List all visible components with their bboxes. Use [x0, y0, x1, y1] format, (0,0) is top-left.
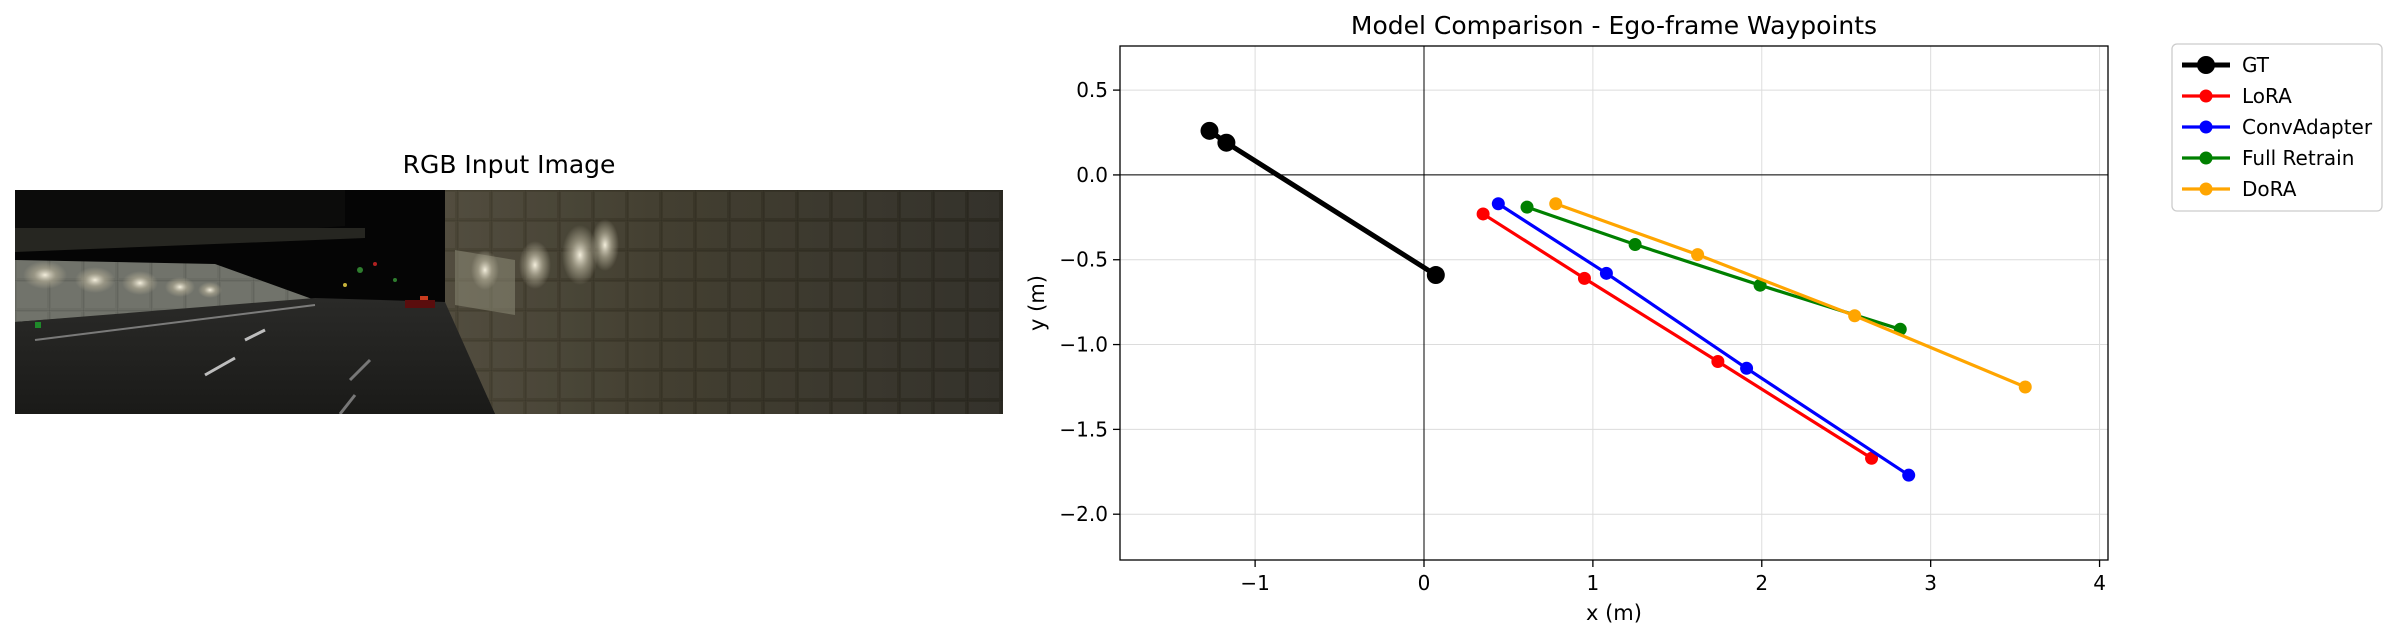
y-tick-label: −0.5 — [1059, 248, 1108, 272]
chart-title: Model Comparison - Ego-frame Waypoints — [1351, 11, 1877, 40]
legend-swatch-marker — [2199, 182, 2213, 196]
road-scene-picture — [15, 190, 1003, 414]
reference-lines — [1120, 46, 2108, 560]
x-tick-label: 1 — [1587, 571, 1600, 595]
data-point-dora — [1549, 197, 1563, 211]
legend-box — [2171, 43, 2383, 212]
data-point-full-retrain — [1753, 278, 1767, 292]
x-tick-label: 3 — [1924, 571, 1937, 595]
legend-label: DoRA — [2242, 177, 2297, 201]
image-title: RGB Input Image — [402, 150, 616, 179]
y-tick-label: 0.0 — [1076, 163, 1108, 187]
data-point-gt — [1426, 266, 1445, 285]
x-tick-label: 2 — [1755, 571, 1768, 595]
grid-lines — [1120, 46, 2108, 560]
legend-item-convadapter: ConvAdapter — [2182, 115, 2373, 139]
data-point-gt — [1217, 133, 1236, 152]
data-point-lora — [1577, 271, 1591, 285]
legend-item-lora: LoRA — [2182, 84, 2292, 108]
legend-label: GT — [2242, 53, 2270, 77]
x-tick-label: 0 — [1418, 571, 1431, 595]
legend-item-dora: DoRA — [2182, 177, 2297, 201]
series-line-convadapter — [1497, 202, 1910, 477]
y-tick-label: −2.0 — [1059, 502, 1108, 526]
axis-ticks: −1 0 1 2 3 4 0.5 0.0 −0.5 −1.0 −1.5 −2.0 — [1059, 78, 2106, 595]
data-point-full-retrain — [1520, 200, 1534, 214]
data-point-lora — [1711, 355, 1725, 369]
data-point-dora — [2018, 380, 2032, 394]
data-point-lora — [1476, 207, 1490, 221]
series-line-gt — [1208, 128, 1438, 278]
y-axis-label: y (m) — [1025, 275, 1049, 331]
legend-label: ConvAdapter — [2242, 115, 2373, 139]
legend-swatch-marker — [2199, 151, 2213, 165]
legend-item-gt: GT — [2182, 53, 2270, 77]
legend-label: Full Retrain — [2242, 146, 2354, 170]
series-line-dora — [1555, 202, 2026, 389]
data-point-dora — [1848, 309, 1862, 323]
series-dora — [1549, 197, 2032, 394]
series-line-lora — [1482, 212, 1873, 460]
y-tick-label: −1.5 — [1059, 417, 1108, 441]
rgb-input-image — [15, 190, 1003, 414]
data-point-dora — [1691, 248, 1705, 262]
plot-frame — [1119, 45, 2109, 561]
data-point-convadapter — [1491, 197, 1505, 211]
x-axis-label: x (m) — [1586, 601, 1642, 625]
data-point-full-retrain — [1628, 237, 1642, 251]
series-convadapter — [1491, 197, 1916, 482]
y-tick-label: 0.5 — [1076, 78, 1108, 102]
series-lora — [1476, 207, 1879, 465]
data-point-convadapter — [1740, 361, 1754, 375]
x-tick-label: −1 — [1240, 571, 1269, 595]
y-tick-label: −1.0 — [1059, 333, 1108, 357]
legend-swatch-marker — [2197, 56, 2215, 74]
data-point-gt — [1200, 121, 1219, 140]
data-point-lora — [1865, 451, 1879, 465]
legend-item-full-retrain: Full Retrain — [2182, 146, 2354, 170]
legend-swatch-marker — [2199, 89, 2213, 103]
legend-swatch-marker — [2199, 120, 2213, 134]
series-gt — [1200, 121, 1445, 285]
legend-label: LoRA — [2242, 84, 2292, 108]
data-point-convadapter — [1902, 468, 1916, 482]
series-group — [1200, 121, 2032, 482]
x-tick-label: 4 — [2093, 571, 2106, 595]
legend: GT LoRA ConvAdapter Full Retrain DoRA — [2171, 43, 2383, 212]
data-point-convadapter — [1599, 266, 1613, 280]
